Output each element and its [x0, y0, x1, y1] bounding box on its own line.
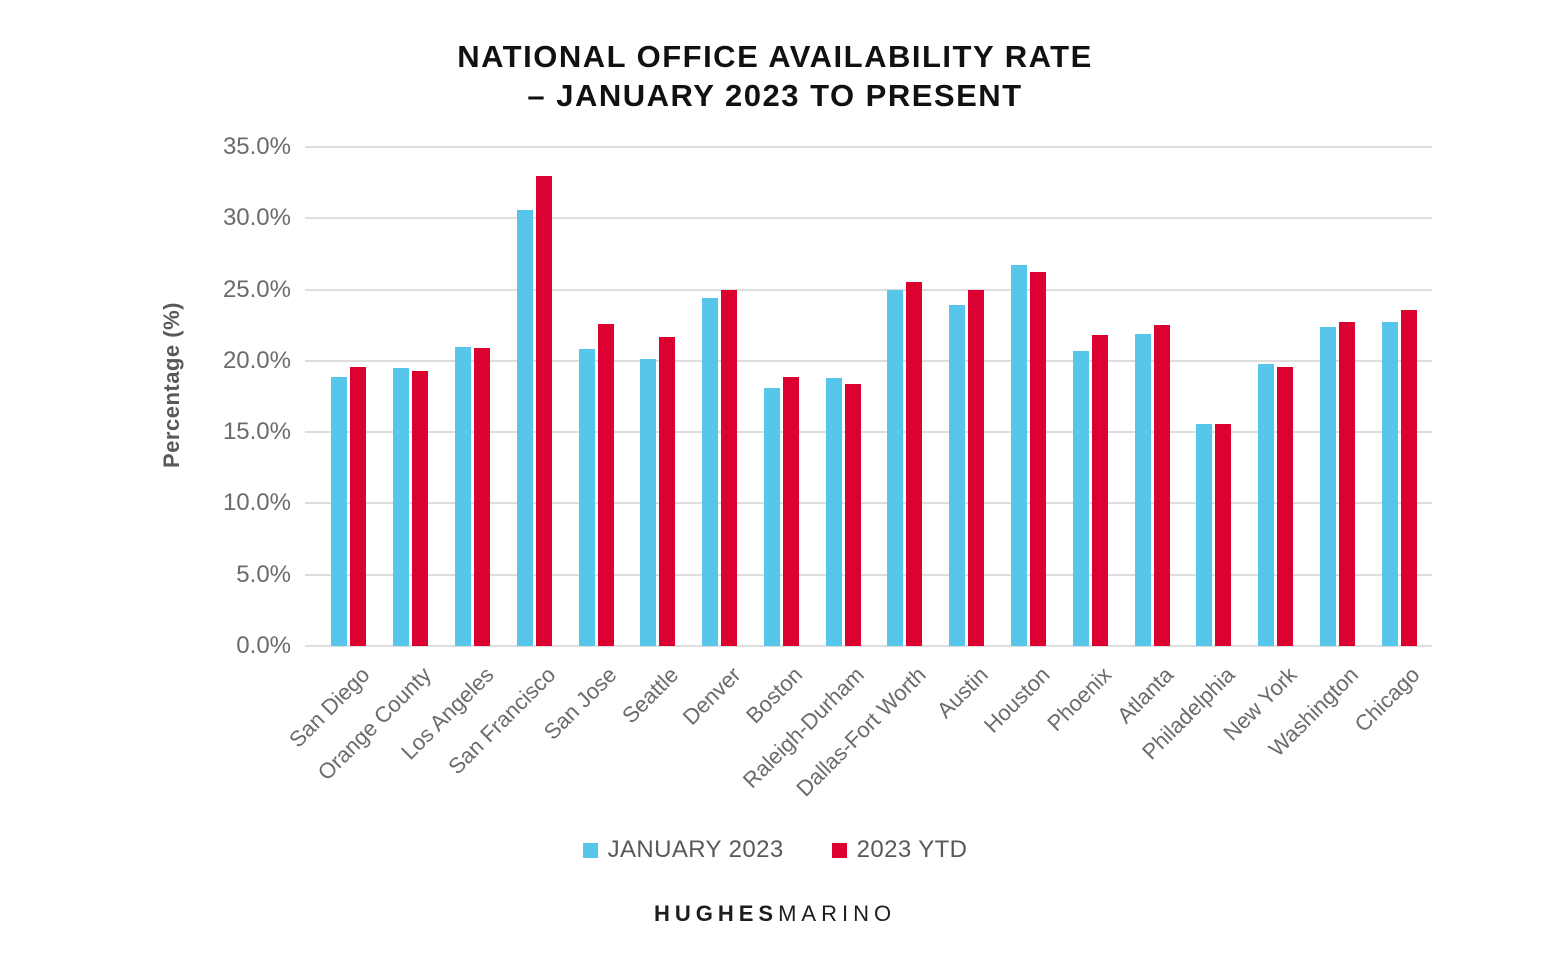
y-tick-label: 30.0% [222, 204, 291, 232]
gridline [305, 359, 1432, 362]
gridline [305, 573, 1432, 576]
bar-january-2023 [949, 305, 966, 646]
bar-january-2023 [1134, 333, 1151, 646]
bar-2023-ytd [535, 175, 552, 646]
x-category-label: Orange County [313, 662, 437, 786]
bar-january-2023 [887, 289, 904, 646]
x-category-label: Denver [677, 662, 746, 730]
legend: JANUARY 2023 2023 YTD [0, 836, 1550, 864]
bar-2023-ytd [412, 370, 429, 646]
x-category-label: Austin [931, 662, 993, 723]
x-category-label: Houston [978, 662, 1055, 738]
y-tick-label: 35.0% [222, 133, 291, 160]
bar-2023-ytd [782, 376, 799, 646]
bar-january-2023 [516, 209, 533, 646]
bar-january-2023 [825, 377, 842, 646]
y-tick-label: 20.0% [222, 346, 291, 374]
x-category-label: Seattle [617, 662, 684, 729]
bar-2023-ytd [659, 336, 676, 646]
x-category-label: San Jose [539, 662, 622, 745]
bar-2023-ytd [1153, 325, 1170, 646]
bar-2023-ytd [1400, 309, 1417, 646]
plot-area: 0.0% 5.0% 10.0% 15.0% 20.0% 25.0% 30.0% 35.0% [223, 133, 1432, 659]
legend-label-2023-ytd: 2023 YTD [856, 836, 968, 863]
bar-2023-ytd [906, 282, 923, 646]
bar-2023-ytd [1277, 366, 1294, 646]
bar-2023-ytd [350, 366, 367, 646]
y-tick-label: 10.0% [222, 489, 291, 517]
bar-2023-ytd [721, 289, 738, 646]
x-category-label: Philadelphia [1137, 662, 1240, 765]
bar-january-2023 [393, 368, 410, 646]
x-category-label: Atlanta [1111, 662, 1178, 729]
bar-2023-ytd [473, 348, 490, 646]
x-category-label: Raleigh-Durham [737, 662, 869, 793]
y-tick-label: 25.0% [222, 275, 291, 303]
bar-2023-ytd [1029, 272, 1046, 646]
x-category-label: San Diego [284, 662, 375, 753]
bar-2023-ytd [844, 383, 861, 646]
bars-layer [318, 147, 1430, 646]
bar-january-2023 [702, 298, 719, 646]
bar-january-2023 [1072, 350, 1089, 646]
brand-logo: HUGHESMARINO [0, 901, 1550, 927]
y-tick-label: 15.0% [222, 418, 291, 446]
bar-january-2023 [1381, 322, 1398, 646]
bar-2023-ytd [597, 323, 614, 646]
x-category-label: Boston [740, 662, 808, 729]
x-category-label: San Francisco [442, 662, 560, 780]
chart-title-line1: NATIONAL OFFICE AVAILABILITY RATE [457, 39, 1093, 74]
gridline [305, 645, 1432, 647]
legend-item-january-2023: JANUARY 2023 [582, 836, 784, 864]
bar-january-2023 [331, 376, 348, 646]
bar-2023-ytd [968, 289, 985, 646]
y-axis-title: Percentage (%) [159, 302, 184, 468]
x-category-label: Chicago [1350, 662, 1425, 737]
bar-january-2023 [763, 387, 780, 646]
legend-item-2023-ytd: 2023 YTD [831, 836, 968, 864]
legend-swatch-january-2023 [582, 842, 598, 858]
x-category-label: Dallas-Fort Worth [791, 662, 931, 802]
bar-2023-ytd [1338, 322, 1355, 646]
bar-january-2023 [1319, 326, 1336, 646]
gridline [305, 431, 1432, 434]
x-category-label: Los Angeles [395, 662, 499, 765]
brand-logo-marino: MARINO [778, 901, 897, 926]
bar-2023-ytd [1215, 423, 1232, 646]
gridline [305, 288, 1432, 291]
bar-2023-ytd [1091, 335, 1108, 646]
x-category-label: Phoenix [1042, 662, 1116, 736]
brand-logo-hughes: HUGHES [653, 901, 779, 926]
x-category-label: New York [1217, 662, 1302, 746]
bar-january-2023 [640, 359, 657, 646]
legend-swatch-2023-ytd [831, 842, 847, 858]
gridline [305, 217, 1432, 220]
bar-january-2023 [1258, 363, 1275, 646]
x-category-label: Washington [1263, 662, 1364, 762]
bar-january-2023 [454, 346, 471, 646]
y-tick-label: 0.0% [236, 632, 291, 659]
legend-label-january-2023: JANUARY 2023 [607, 836, 784, 863]
bar-january-2023 [1196, 423, 1213, 646]
chart-title: NATIONAL OFFICE AVAILABILITY RATE – JANU… [0, 37, 1550, 115]
bar-january-2023 [1010, 265, 1027, 646]
bar-january-2023 [578, 349, 595, 646]
chart-title-line2: – JANUARY 2023 TO PRESENT [527, 78, 1023, 113]
gridline [305, 146, 1432, 148]
y-tick-label: 5.0% [236, 560, 291, 588]
gridline [305, 502, 1432, 505]
